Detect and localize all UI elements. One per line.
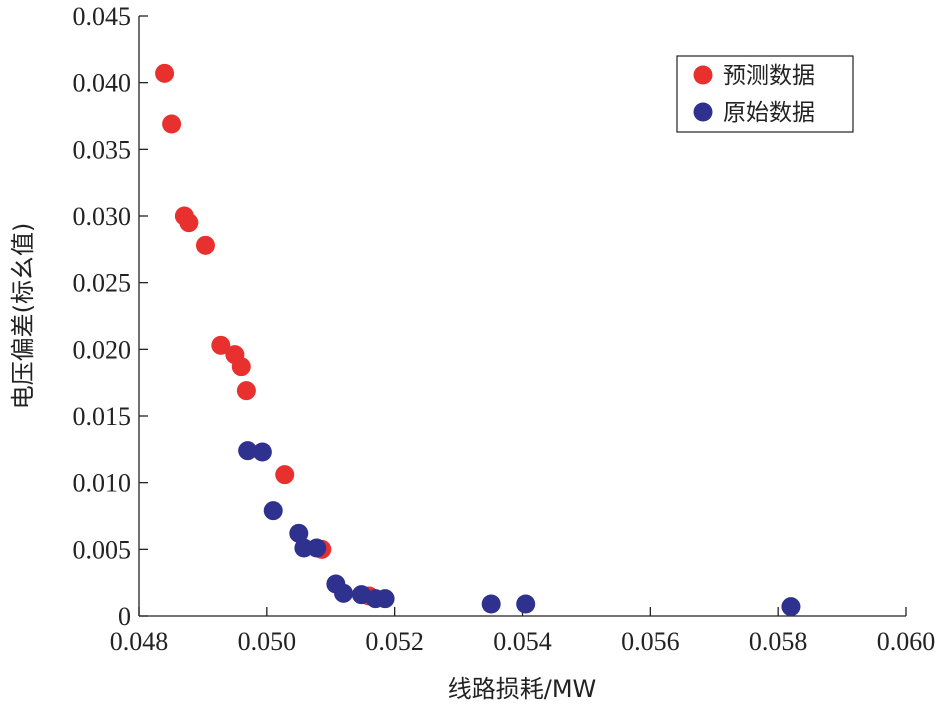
y-tick-label: 0.030 bbox=[73, 202, 132, 231]
x-tick-label: 0.058 bbox=[749, 627, 808, 656]
data-point bbox=[195, 235, 215, 255]
series-1 bbox=[155, 63, 379, 606]
data-point bbox=[781, 597, 801, 617]
y-tick-label: 0.015 bbox=[73, 402, 132, 431]
data-point bbox=[263, 501, 283, 521]
y-tick-label: 0.010 bbox=[73, 469, 132, 498]
y-tick-label: 0.005 bbox=[73, 535, 132, 564]
data-point bbox=[307, 538, 327, 558]
y-tick-label: 0.035 bbox=[73, 135, 132, 164]
y-tick-label: 0.040 bbox=[73, 69, 132, 98]
data-point bbox=[275, 465, 295, 485]
x-tick-label: 0.060 bbox=[877, 627, 936, 656]
legend-marker bbox=[693, 102, 713, 122]
legend-label: 预测数据 bbox=[723, 63, 815, 89]
data-point bbox=[289, 523, 309, 543]
data-point bbox=[155, 63, 175, 83]
ticks: 0 0.005 0.010 0.015 0.020 0.025 0.030 0.035 0.04… bbox=[73, 2, 936, 656]
data-point bbox=[162, 114, 182, 134]
series-2 bbox=[238, 441, 801, 617]
y-tick-label: 0 bbox=[118, 602, 131, 631]
data-point bbox=[334, 583, 354, 603]
x-tick-label: 0.048 bbox=[110, 627, 169, 656]
legend-label: 原始数据 bbox=[723, 100, 815, 126]
x-tick-label: 0.054 bbox=[493, 627, 552, 656]
x-tick-label: 0.050 bbox=[238, 627, 297, 656]
legend-marker bbox=[693, 65, 713, 85]
x-tick-label: 0.056 bbox=[621, 627, 680, 656]
y-tick-label: 0.020 bbox=[73, 335, 132, 364]
y-tick-label: 0.045 bbox=[73, 2, 132, 31]
y-tick-label: 0.025 bbox=[73, 269, 132, 298]
data-point bbox=[238, 441, 258, 461]
data-point bbox=[231, 357, 251, 377]
data-point bbox=[211, 335, 231, 355]
data-point bbox=[481, 594, 501, 614]
x-axis-label: 线路损耗/MW bbox=[448, 675, 597, 703]
data-point bbox=[252, 442, 272, 462]
data-point bbox=[375, 589, 395, 609]
data-point bbox=[516, 594, 536, 614]
data-points bbox=[155, 63, 801, 617]
data-point bbox=[236, 381, 256, 401]
y-axis-label: 电压偏差(标幺值) bbox=[9, 223, 37, 410]
x-tick-label: 0.052 bbox=[365, 627, 424, 656]
data-point bbox=[179, 213, 199, 233]
